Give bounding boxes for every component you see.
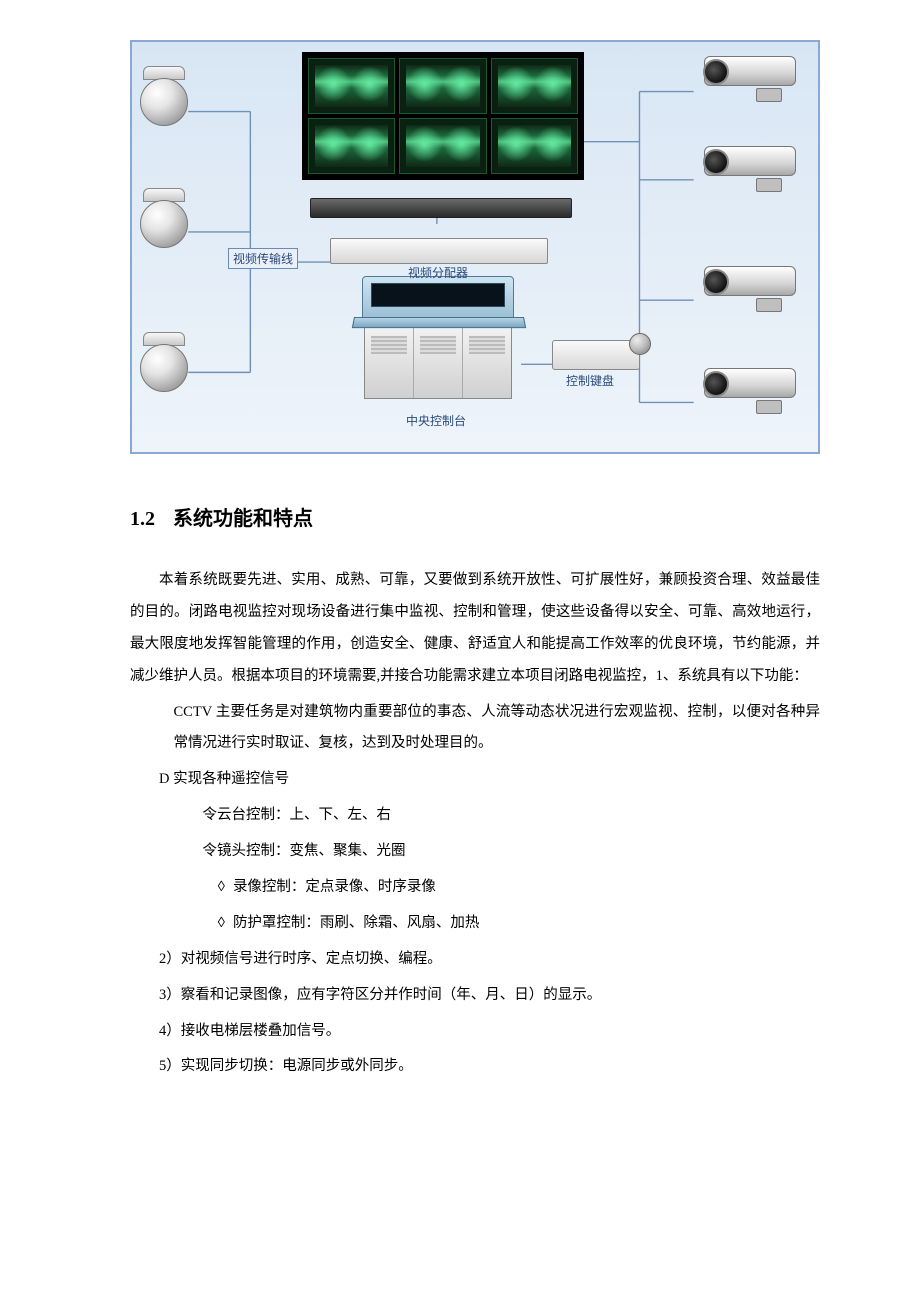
dome-camera-icon — [136, 332, 192, 404]
video-distributor-icon — [330, 238, 548, 264]
central-console-icon — [354, 276, 522, 406]
document-page: 视频传输线 视频分配器 控制键盘 中央控制台 1.2 系统功能和特点 本着系统既要… — [0, 0, 920, 1127]
dome-camera-icon — [136, 188, 192, 260]
list-subitem: ◊录像控制：定点录像、时序录像 — [130, 872, 820, 904]
label-distributor: 视频分配器 — [408, 264, 468, 281]
video-wall — [302, 52, 584, 180]
section-title: 系统功能和特点 — [173, 508, 313, 530]
video-wall-screen — [491, 58, 578, 114]
video-wall-screen — [491, 118, 578, 174]
list-subitem: ◊防护罩控制：雨刷、除霜、风扇、加热 — [130, 908, 820, 940]
bullet-camera-icon — [704, 146, 814, 192]
label-control-keyboard: 控制键盘 — [566, 372, 614, 389]
list-item: 5）实现同步切换：电源同步或外同步。 — [130, 1051, 820, 1083]
video-wall-screen — [399, 118, 486, 174]
rack-bar-icon — [310, 198, 572, 218]
video-wall-screen — [399, 58, 486, 114]
diamond-icon: ◊ — [210, 872, 233, 904]
section-number: 1.2 — [130, 508, 155, 530]
diamond-icon: ◊ — [210, 908, 233, 940]
dome-camera-icon — [136, 66, 192, 138]
section-heading: 1.2 系统功能和特点 — [130, 502, 820, 531]
list-item: 3）察看和记录图像，应有字符区分并作时间（年、月、日）的显示。 — [130, 980, 820, 1012]
label-transmission-line: 视频传输线 — [228, 248, 298, 269]
video-wall-screen — [308, 118, 395, 174]
list-item: D 实现各种遥控信号 — [130, 764, 820, 796]
list-subitem: 令云台控制：上、下、左、右 — [130, 800, 820, 832]
bullet-camera-icon — [704, 368, 814, 414]
list-item: 2）对视频信号进行时序、定点切换、编程。 — [130, 944, 820, 976]
cctv-system-diagram: 视频传输线 视频分配器 控制键盘 中央控制台 — [130, 40, 820, 454]
paragraph: 本着系统既要先进、实用、成熟、可靠，又要做到系统开放性、可扩展性好，兼顾投资合理… — [130, 565, 820, 693]
video-wall-screen — [308, 58, 395, 114]
label-central-console: 中央控制台 — [406, 412, 466, 429]
list-item: 4）接收电梯层楼叠加信号。 — [130, 1016, 820, 1048]
control-keyboard-icon — [552, 340, 640, 370]
list-subitem: 令镜头控制：变焦、聚集、光圈 — [130, 836, 820, 868]
bullet-camera-icon — [704, 56, 814, 102]
bullet-camera-icon — [704, 266, 814, 312]
paragraph: CCTV 主要任务是对建筑物内重要部位的事态、人流等动态状况进行宏观监视、控制，… — [130, 697, 820, 761]
